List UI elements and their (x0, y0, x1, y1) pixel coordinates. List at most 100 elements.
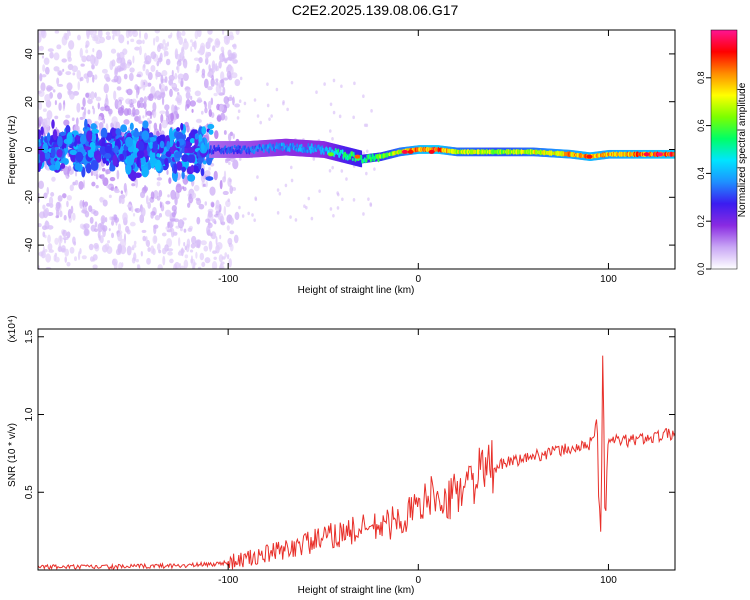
spectrogram-noise-cell (41, 55, 45, 59)
spectrogram-noise-cell (84, 228, 89, 236)
spectrogram-noise-cell (156, 243, 161, 251)
spectrogram-noise-cell (67, 168, 70, 177)
spectrogram-noise-cell (109, 216, 112, 221)
spectrogram-noise-cell (370, 109, 373, 113)
y-tick-label: -40 (24, 237, 35, 252)
spectrogram-noise-cell (190, 39, 193, 43)
spectrogram-noise-cell (88, 243, 94, 251)
spectrogram-noise-cell (148, 120, 152, 124)
spectrogram-ridge-cell (237, 144, 240, 151)
spectrogram-noise-cell (336, 206, 340, 210)
spectrogram-noise-cell (200, 240, 207, 246)
spectrogram-noise-cell (197, 266, 202, 269)
spectrogram-noise-cell (98, 234, 101, 241)
spectrogram-band-cell (201, 126, 207, 135)
spectrogram-noise-cell (171, 104, 175, 113)
spectrogram-noise-cell (362, 151, 366, 156)
spectrogram-noise-cell (190, 46, 193, 53)
colorbar-tick-label: 0.2 (696, 215, 706, 228)
spectrogram-noise-cell (237, 109, 241, 114)
spectrogram-noise-cell (57, 195, 63, 202)
spectrogram-noise-cell (104, 97, 109, 108)
spectrogram-noise-cell (56, 77, 60, 85)
spectrogram-noise-cell (77, 34, 81, 41)
spectrogram-noise-cell (152, 235, 158, 245)
spectrogram-noise-cell (278, 191, 282, 196)
spectrogram-noise-cell (92, 74, 95, 83)
spectrogram-noise-cell (161, 96, 165, 106)
spectrogram-hotspot (586, 154, 593, 159)
spectrogram-noise-cell (120, 190, 124, 195)
spectrogram-noise-cell (170, 227, 175, 238)
spectrogram-noise-cell (76, 102, 81, 113)
spectrogram-noise-cell (47, 243, 53, 251)
spectrogram-noise-cell (38, 180, 45, 190)
spectrogram-noise-cell (161, 119, 168, 129)
spectrogram-noise-cell (142, 39, 145, 45)
spectrogram-noise-cell (212, 45, 216, 52)
spectrogram-noise-cell (147, 247, 151, 252)
snr-series-line (38, 355, 675, 570)
spectrogram-noise-cell (194, 30, 199, 40)
spectrogram-ridge-cell (267, 144, 270, 149)
spectrogram-noise-cell (129, 104, 134, 108)
spectrogram-noise-cell (102, 119, 105, 124)
spectrogram-noise-cell (193, 262, 197, 266)
spectrogram-ridge-cell (233, 144, 236, 149)
spectrogram-band-cell (42, 142, 49, 154)
spectrogram-noise-cell (62, 68, 65, 72)
spectrogram-band-cell (149, 141, 154, 149)
spectrogram-noise-cell (87, 98, 93, 105)
spectrogram-noise-cell (79, 77, 82, 82)
spectrogram-noise-cell (177, 219, 185, 229)
spectrogram-noise-cell (49, 86, 54, 91)
spectrogram-noise-cell (162, 39, 166, 45)
spectrogram-ridge-halo (340, 145, 343, 163)
spectrogram-noise-cell (352, 115, 355, 120)
spectrogram-ridge-halo (296, 139, 298, 157)
spectrogram-band-cell (205, 176, 214, 181)
spectrogram-ridge-halo (307, 140, 310, 157)
spectrogram-noise-cell (72, 72, 76, 76)
spectrogram-noise-cell (332, 110, 336, 115)
spectrogram-noise-cell (161, 232, 167, 237)
spectrogram-noise-cell (173, 87, 180, 92)
spectrogram-noise-cell (156, 195, 161, 201)
spectrogram-noise-cell (126, 229, 131, 235)
spectrogram-noise-cell (95, 184, 99, 189)
spectrogram-band-cell (89, 141, 96, 152)
spectrogram-band-cell (126, 155, 135, 166)
spectrogram-noise-cell (210, 78, 215, 87)
spectrogram-band-cell (60, 163, 66, 169)
spectrogram-noise-cell (97, 102, 100, 110)
spectrogram-noise-cell (111, 220, 115, 226)
spectrogram-noise-cell (132, 244, 137, 248)
spectrogram-noise-cell (176, 94, 183, 104)
spectrogram-band-cell (65, 124, 71, 134)
spectrogram-hotspot (643, 152, 650, 157)
spectrogram-noise-cell (167, 34, 172, 39)
spectrogram-band-cell (138, 141, 145, 151)
spectrogram-noise-cell (318, 189, 321, 193)
spectrogram-noise-cell (226, 254, 230, 260)
spectrogram-noise-cell (62, 104, 65, 112)
spectrogram-noise-cell (112, 30, 118, 37)
spectrogram-ridge-halo (210, 141, 213, 158)
spectrogram-noise-cell (204, 107, 208, 114)
spectrogram-band-cell (119, 153, 125, 161)
spectrogram-noise-cell (227, 133, 232, 142)
spectrogram-noise-cell (229, 94, 233, 99)
spectrogram-noise-cell (205, 51, 209, 60)
spectrogram-noise-cell (72, 236, 76, 245)
spectrogram-ridge-cell (314, 144, 317, 149)
spectrogram-x-ticks: -100 0 100 (218, 30, 617, 285)
spectrogram-noise-cell (190, 95, 193, 101)
spectrogram-noise-cell (145, 55, 152, 65)
spectrogram-noise-cell (141, 229, 147, 233)
spectrogram-noise-cell (95, 96, 102, 102)
spectrogram-noise-cell (215, 40, 221, 46)
spectrogram-noise-cell (362, 94, 365, 99)
spectrogram-ridge-cell (250, 149, 254, 153)
spectrogram-band-cell (194, 133, 199, 140)
spectrogram-noise-cell (147, 71, 153, 81)
